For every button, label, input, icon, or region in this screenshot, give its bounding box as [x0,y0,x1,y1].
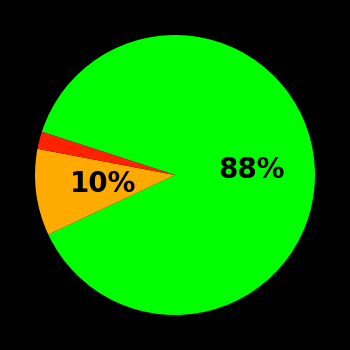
Text: 88%: 88% [219,156,285,184]
Wedge shape [37,132,175,175]
Wedge shape [35,149,175,234]
Text: 10%: 10% [70,170,136,198]
Wedge shape [42,35,315,315]
